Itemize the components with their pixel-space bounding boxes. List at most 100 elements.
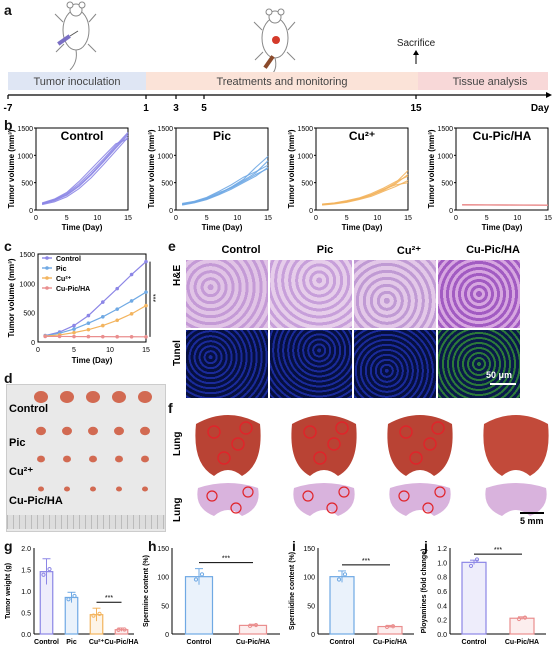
x-tick-label: Control bbox=[187, 639, 212, 646]
x-tick-label: 15 bbox=[142, 347, 150, 354]
data-point bbox=[253, 622, 259, 628]
metastasis-circle bbox=[206, 490, 218, 502]
sig-label: *** bbox=[494, 547, 502, 554]
data-point bbox=[129, 334, 134, 339]
data-point bbox=[193, 577, 199, 582]
metastasis-circle bbox=[327, 437, 341, 451]
y-axis-label: Tumor volume (mm³) bbox=[287, 129, 296, 208]
y-tick-label: 500 bbox=[21, 181, 33, 188]
phase-bar-analysis bbox=[418, 72, 548, 90]
series-line bbox=[45, 261, 147, 337]
x-tick-label: 5 bbox=[72, 347, 76, 354]
series-line bbox=[41, 133, 129, 205]
chart-title: Cu²⁺ bbox=[349, 129, 375, 143]
x-tick-label: 0 bbox=[174, 215, 178, 222]
metastasis-circle bbox=[409, 451, 423, 465]
lung-specimens bbox=[195, 415, 549, 516]
timeline-tick: 5 bbox=[201, 103, 207, 114]
metastasis-circle bbox=[303, 425, 317, 439]
x-tick-label: 10 bbox=[373, 215, 381, 222]
syringe-icon bbox=[57, 30, 79, 46]
x-tick-label: 15 bbox=[544, 215, 552, 222]
y-tick-label: 150 bbox=[157, 546, 169, 553]
data-point bbox=[115, 318, 119, 323]
chart-title: Pic bbox=[213, 129, 231, 143]
tumor-specimen bbox=[37, 455, 45, 463]
tumor-specimen bbox=[34, 391, 48, 403]
tumor-icon bbox=[272, 36, 280, 44]
histology-col-header: Cu²⁺ bbox=[396, 245, 422, 257]
lung-photo bbox=[195, 415, 261, 476]
data-point bbox=[116, 627, 121, 633]
plot-frame bbox=[455, 127, 549, 211]
plot-frame bbox=[37, 253, 147, 343]
tumor-specimen bbox=[62, 426, 72, 436]
data-point bbox=[516, 616, 522, 622]
y-tick-label: 2.0 bbox=[21, 546, 31, 553]
bar bbox=[64, 596, 79, 635]
y-tick-label: 1.0 bbox=[437, 560, 447, 567]
lung-photo bbox=[291, 415, 357, 476]
panel-letter-h: h bbox=[148, 538, 157, 554]
data-point bbox=[384, 624, 390, 630]
x-tick-label: 10 bbox=[93, 215, 101, 222]
metastasis-circle bbox=[434, 486, 446, 498]
phase-label-analysis: Tissue analysis bbox=[453, 76, 528, 88]
panel-d-tumor-photo: Control Pic Cu²⁺ Cu-Pic/HA bbox=[6, 384, 166, 532]
x-tick-label: 10 bbox=[513, 215, 521, 222]
tumor-specimen bbox=[38, 486, 44, 492]
timeline-tick: 1 bbox=[143, 103, 149, 114]
lung-section bbox=[485, 483, 547, 516]
y-tick-label: 150 bbox=[303, 546, 315, 553]
tumor-row-label: Cu²⁺ bbox=[9, 466, 34, 478]
data-point bbox=[43, 334, 47, 339]
y-axis-label: Tumor volume (mm³) bbox=[7, 258, 16, 337]
panel-c-chart: 0 500 1000 1500 0 5 10 15 Time (Day) Tumor volume… bbox=[7, 252, 160, 365]
tumor-specimen bbox=[140, 426, 150, 436]
y-tick-label: 1500 bbox=[437, 126, 453, 133]
data-point bbox=[86, 321, 91, 326]
y-tick-label: 1000 bbox=[297, 153, 313, 160]
data-point bbox=[101, 314, 105, 319]
data-point bbox=[129, 312, 134, 316]
metastasis-circle bbox=[431, 421, 445, 435]
data-point bbox=[342, 572, 348, 577]
tumor-specimen bbox=[114, 426, 124, 436]
sig-label: *** bbox=[153, 294, 160, 302]
data-point bbox=[129, 299, 134, 303]
series-line bbox=[322, 170, 409, 206]
tumor-specimen bbox=[36, 426, 46, 436]
data-point bbox=[72, 330, 76, 335]
injection-icon bbox=[263, 55, 275, 69]
series-line bbox=[182, 160, 269, 205]
x-axis-label: Time (Day) bbox=[482, 223, 523, 232]
y-tick-label: 0 bbox=[169, 208, 173, 215]
x-tick-label: 15 bbox=[124, 215, 132, 222]
y-tick-label: 500 bbox=[23, 311, 35, 318]
x-tick-label: 0 bbox=[36, 347, 40, 354]
tunel-image-cupic bbox=[438, 330, 520, 398]
he-image-cu bbox=[354, 260, 436, 328]
he-image-cupic bbox=[438, 260, 520, 328]
bar bbox=[238, 624, 268, 635]
y-tick-label: 1000 bbox=[157, 153, 173, 160]
x-tick-label: 5 bbox=[205, 215, 209, 222]
lung-scale-label: 5 mm bbox=[520, 516, 544, 526]
legend-marker bbox=[45, 256, 49, 260]
x-tick-label: Control bbox=[34, 639, 59, 646]
data-point bbox=[474, 557, 480, 562]
histology-row-label: H&E bbox=[172, 264, 183, 286]
metastasis-circle bbox=[398, 490, 410, 502]
phase-label-inoculation: Tumor inoculation bbox=[33, 76, 120, 88]
lung-section bbox=[197, 483, 259, 516]
tumor-specimen bbox=[89, 455, 97, 463]
tunel-image-pic bbox=[270, 330, 352, 398]
data-point bbox=[72, 327, 76, 331]
y-tick-label: 1.5 bbox=[21, 568, 31, 575]
y-tick-label: 0.6 bbox=[437, 589, 447, 596]
timeline-tick: 3 bbox=[173, 103, 179, 114]
y-tick-label: 0 bbox=[449, 208, 453, 215]
tumor-specimen bbox=[90, 486, 96, 492]
legend-marker bbox=[45, 266, 49, 270]
